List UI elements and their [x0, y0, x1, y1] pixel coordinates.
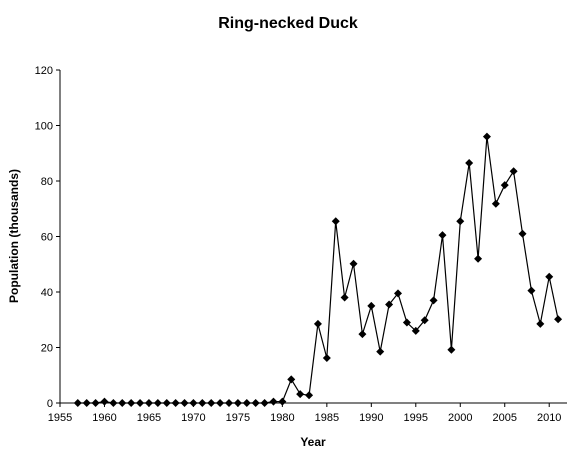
- data-point: [358, 330, 367, 339]
- data-point: [554, 315, 563, 324]
- data-point: [269, 397, 278, 406]
- data-point: [144, 399, 153, 407]
- x-tick-label: 2005: [492, 412, 516, 424]
- data-point: [171, 399, 180, 407]
- data-point: [491, 199, 500, 208]
- data-point: [456, 217, 465, 226]
- data-point: [482, 132, 491, 141]
- y-tick-label: 100: [35, 121, 53, 133]
- data-point: [331, 217, 340, 226]
- y-axis: 0 20 40 60 80 100 120: [35, 65, 60, 410]
- data-point: [465, 158, 474, 167]
- data-point: [545, 272, 554, 281]
- plot-area: [59, 70, 567, 404]
- data-point: [153, 399, 162, 407]
- data-point: [242, 399, 251, 407]
- y-tick-label: 120: [35, 65, 53, 77]
- x-tick-label: 2000: [448, 412, 472, 424]
- data-point: [198, 399, 207, 407]
- y-tick-label: 60: [41, 232, 53, 244]
- data-point: [447, 345, 456, 354]
- data-point: [207, 399, 216, 407]
- data-point: [91, 399, 100, 407]
- data-point: [278, 397, 287, 406]
- y-tick-label: 20: [41, 343, 53, 355]
- y-tick-label: 80: [41, 176, 53, 188]
- x-tick-label: 1960: [92, 412, 116, 424]
- series-markers: [73, 132, 563, 407]
- data-point: [225, 399, 233, 407]
- data-point: [216, 399, 225, 407]
- y-tick-label: 40: [41, 287, 53, 299]
- data-point: [313, 319, 322, 328]
- data-point: [527, 286, 536, 295]
- data-point: [127, 399, 136, 407]
- data-point: [73, 399, 82, 407]
- x-tick-label: 1975: [226, 412, 250, 424]
- data-point: [429, 296, 438, 305]
- data-point: [82, 399, 91, 407]
- x-tick-label: 2010: [537, 412, 561, 424]
- x-tick-label: 1980: [270, 412, 294, 424]
- data-point: [438, 231, 447, 240]
- chart-title: Ring-necked Duck: [218, 15, 358, 32]
- data-point: [136, 399, 145, 407]
- y-tick-label: 0: [47, 398, 53, 410]
- data-point: [420, 316, 429, 325]
- x-axis-title: Year: [300, 435, 326, 449]
- x-tick-label: 1995: [404, 412, 428, 424]
- data-point: [500, 181, 509, 190]
- data-point: [376, 347, 385, 356]
- data-point: [536, 319, 545, 328]
- data-point: [385, 300, 394, 309]
- data-point: [340, 293, 349, 302]
- data-point: [189, 399, 198, 407]
- data-point: [411, 326, 420, 335]
- data-point: [367, 301, 376, 310]
- x-tick-label: 1970: [181, 412, 205, 424]
- data-point: [260, 399, 269, 407]
- data-point: [109, 399, 118, 407]
- data-point: [402, 318, 411, 327]
- data-point: [296, 390, 305, 399]
- data-point: [394, 289, 402, 298]
- x-tick-label: 1965: [137, 412, 161, 424]
- y-axis-title: Population (thousands): [7, 169, 21, 303]
- x-axis: 1955 1960 1965 1970 1975 1980 1985 1990 1995 2000…: [48, 403, 561, 424]
- data-point: [474, 254, 483, 263]
- data-point: [180, 399, 189, 407]
- data-point: [322, 354, 331, 363]
- data-point: [305, 391, 314, 400]
- data-point: [251, 399, 260, 407]
- data-point: [518, 229, 527, 238]
- data-point: [287, 375, 296, 384]
- data-point: [100, 397, 109, 406]
- data-point: [118, 399, 127, 407]
- data-point: [509, 167, 518, 176]
- x-tick-label: 1990: [359, 412, 383, 424]
- data-point: [233, 399, 242, 407]
- data-point: [162, 399, 171, 407]
- data-point: [349, 259, 358, 268]
- x-tick-label: 1985: [315, 412, 339, 424]
- x-tick-label: 1955: [48, 412, 72, 424]
- series-line: [77, 136, 559, 404]
